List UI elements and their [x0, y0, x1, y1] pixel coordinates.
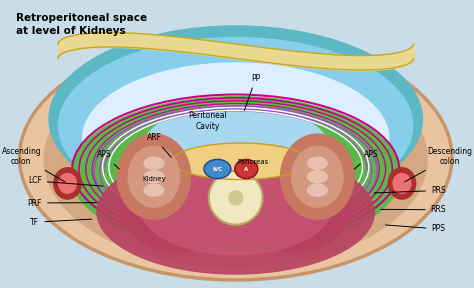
Ellipse shape [204, 159, 231, 179]
Text: APS: APS [97, 150, 119, 169]
Text: PRF: PRF [27, 198, 96, 208]
Text: Descending
colon: Descending colon [404, 147, 473, 182]
Ellipse shape [58, 173, 77, 194]
Ellipse shape [142, 105, 329, 191]
Ellipse shape [144, 170, 164, 183]
Ellipse shape [96, 150, 375, 275]
Text: PPS: PPS [385, 224, 446, 234]
Text: ARF: ARF [146, 133, 172, 157]
Ellipse shape [172, 143, 309, 179]
Text: IVC: IVC [212, 167, 223, 173]
Ellipse shape [117, 133, 191, 220]
Text: PRS: PRS [374, 186, 446, 195]
Text: Kidney: Kidney [142, 176, 166, 182]
Text: PP: PP [244, 73, 261, 111]
Text: TF: TF [30, 218, 91, 227]
Ellipse shape [228, 190, 243, 206]
Ellipse shape [139, 159, 332, 255]
Ellipse shape [82, 62, 390, 214]
Ellipse shape [58, 37, 413, 215]
Ellipse shape [19, 35, 452, 280]
Ellipse shape [291, 145, 344, 208]
Text: LCF: LCF [28, 177, 103, 186]
Ellipse shape [48, 25, 423, 213]
Text: Ascending
colon: Ascending colon [1, 147, 65, 182]
Ellipse shape [70, 96, 401, 252]
Ellipse shape [388, 167, 416, 200]
Ellipse shape [307, 156, 328, 170]
Ellipse shape [307, 183, 328, 197]
Ellipse shape [128, 145, 181, 208]
Text: APS: APS [354, 150, 379, 169]
Ellipse shape [235, 159, 258, 179]
Text: RRS: RRS [381, 205, 446, 214]
Ellipse shape [144, 183, 164, 197]
Text: Peritoneal
Cavity: Peritoneal Cavity [189, 111, 227, 131]
Ellipse shape [44, 51, 428, 268]
Text: Pancreas: Pancreas [237, 159, 269, 165]
Ellipse shape [280, 133, 355, 220]
Ellipse shape [307, 170, 328, 183]
Text: Retroperitoneal space
at level of Kidneys: Retroperitoneal space at level of Kidney… [16, 13, 147, 36]
Ellipse shape [121, 152, 231, 253]
Ellipse shape [241, 152, 352, 253]
Text: A: A [244, 167, 248, 173]
Ellipse shape [144, 156, 164, 170]
Ellipse shape [392, 173, 411, 194]
Ellipse shape [53, 167, 82, 200]
Ellipse shape [209, 171, 263, 225]
